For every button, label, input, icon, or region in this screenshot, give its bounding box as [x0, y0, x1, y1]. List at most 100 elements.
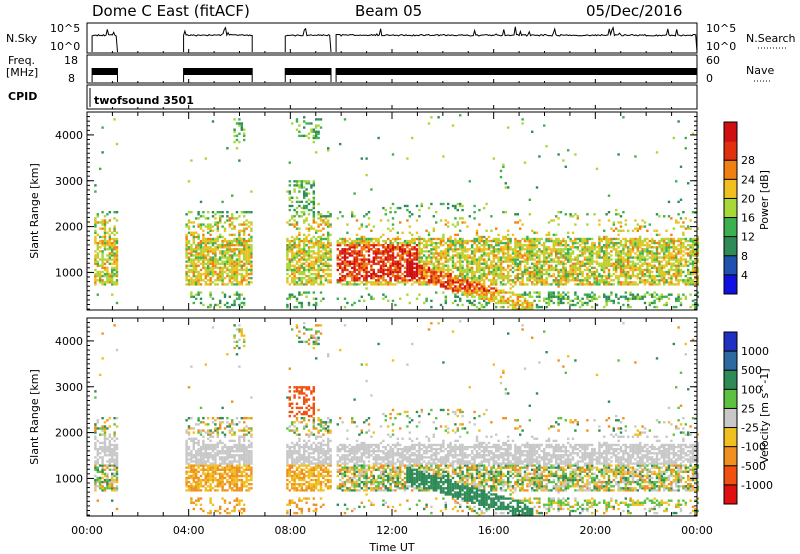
heatmap-cell	[480, 256, 483, 259]
heatmap-cell	[586, 295, 589, 298]
heatmap-cell	[648, 239, 651, 243]
heatmap-cell	[411, 260, 414, 263]
heatmap-cell	[454, 244, 457, 247]
heatmap-cell	[459, 287, 462, 290]
heatmap-cell	[655, 293, 659, 296]
heatmap-cell	[639, 227, 642, 230]
heatmap-cell	[588, 283, 591, 286]
heatmap-cell	[449, 285, 452, 288]
heatmap-cell	[684, 239, 687, 243]
heatmap-cell	[197, 279, 200, 282]
heatmap-cell	[372, 274, 375, 278]
heatmap-cell	[238, 262, 241, 265]
heatmap-cell	[456, 252, 459, 255]
heatmap-cell	[348, 264, 351, 267]
heatmap-cell	[461, 274, 464, 278]
heatmap-cell	[696, 246, 699, 249]
heatmap-cell	[432, 246, 435, 249]
heatmap-cell	[679, 297, 683, 300]
heatmap-cell	[473, 248, 476, 251]
heatmap-cell	[240, 274, 243, 278]
heatmap-cell	[629, 260, 632, 263]
heatmap-cell	[619, 283, 623, 286]
heatmap-cell	[411, 252, 414, 255]
heatmap-cell	[295, 244, 299, 247]
heatmap-cell	[634, 244, 637, 247]
heatmap-cell	[567, 244, 570, 247]
heatmap-cell	[310, 130, 313, 133]
heatmap-cell	[399, 206, 402, 210]
heatmap-cell	[552, 239, 555, 243]
heatmap-cell	[300, 258, 303, 261]
heatmap-cell	[670, 279, 673, 282]
heatmap-cell	[111, 268, 114, 272]
heatmap-cell	[387, 254, 390, 257]
heatmap-cell	[317, 252, 320, 255]
heatmap-cell	[631, 256, 635, 259]
heatmap-cell	[315, 134, 318, 138]
heatmap-cell	[631, 283, 635, 286]
nsky-panel	[86, 22, 698, 54]
heatmap-cell	[238, 118, 241, 121]
heatmap-cell	[394, 270, 397, 274]
heatmap-cell	[468, 291, 471, 294]
heatmap-cell	[468, 277, 471, 280]
heatmap-cell	[406, 272, 409, 276]
heatmap-cell	[677, 237, 680, 241]
heatmap-cell	[315, 301, 318, 305]
heatmap-cell	[343, 277, 347, 280]
heatmap-cell	[507, 266, 510, 270]
heatmap-cell	[322, 262, 325, 265]
heatmap-cell	[365, 283, 368, 286]
heatmap-cell	[303, 252, 306, 255]
heatmap-cell	[372, 244, 375, 247]
heatmap-cell	[106, 231, 109, 234]
heatmap-cell	[504, 258, 507, 261]
heatmap-cell	[574, 213, 577, 216]
heatmap-cell	[444, 252, 447, 255]
heatmap-cell	[305, 264, 308, 267]
heatmap-cell	[202, 254, 205, 257]
heatmap-cell	[317, 258, 320, 261]
heatmap-cell	[679, 237, 683, 241]
heatmap-cell	[492, 291, 495, 294]
heatmap-cell	[641, 281, 644, 284]
heatmap-cell	[351, 254, 354, 257]
heatmap-cell	[103, 229, 107, 232]
heatmap-cell	[660, 266, 663, 270]
heatmap-cell	[658, 266, 661, 270]
heatmap-cell	[540, 279, 543, 282]
heatmap-cell	[240, 250, 243, 253]
heatmap-cell	[595, 281, 599, 284]
heatmap-cell	[310, 239, 313, 243]
heatmap-cell	[372, 277, 375, 280]
heatmap-cell	[367, 262, 371, 265]
heatmap-cell	[223, 252, 227, 255]
heatmap-cell	[466, 295, 469, 298]
heatmap-cell	[631, 274, 635, 278]
heatmap-cell	[629, 256, 632, 259]
heatmap-cell	[567, 254, 570, 257]
heatmap-cell	[449, 235, 452, 239]
heatmap-cell	[684, 136, 687, 140]
heatmap-cell	[317, 244, 320, 247]
heatmap-cell	[231, 194, 234, 197]
heatmap-cell	[197, 293, 200, 296]
heatmap-cell	[238, 229, 241, 232]
heatmap-cell	[353, 244, 356, 247]
heatmap-cell	[101, 250, 104, 253]
heatmap-cell	[571, 303, 575, 307]
heatmap-cell	[583, 248, 587, 251]
heatmap-cell	[315, 303, 318, 307]
heatmap-cell	[375, 283, 378, 286]
heatmap-cell	[341, 256, 344, 259]
heatmap-cell	[463, 274, 467, 278]
heatmap-cell	[396, 260, 399, 263]
heatmap-cell	[569, 268, 572, 272]
heatmap-cell	[195, 297, 198, 300]
heatmap-cell	[295, 120, 299, 123]
heatmap-cell	[375, 237, 378, 241]
heatmap-cell	[593, 283, 596, 286]
heatmap-cell	[451, 260, 455, 263]
heatmap-cell	[305, 252, 308, 255]
